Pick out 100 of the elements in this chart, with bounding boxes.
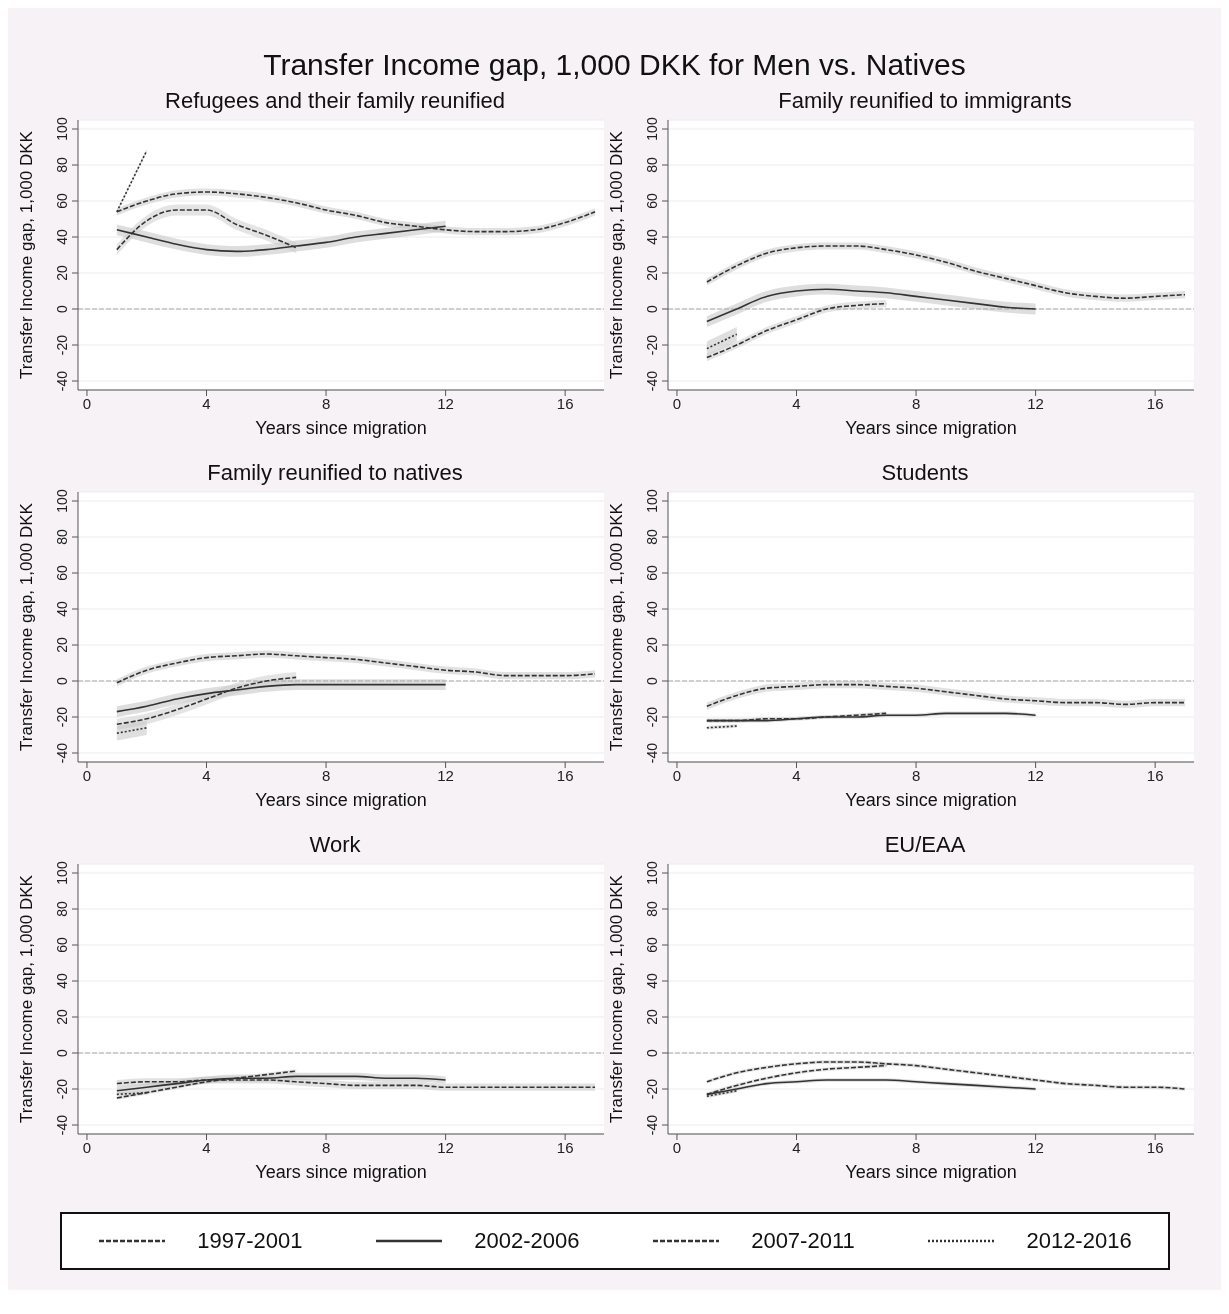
y-axis-title: Transfer Income gap, 1,000 DKK — [607, 502, 627, 751]
x-tick-label: 8 — [321, 766, 331, 784]
x-tick-label: 16 — [1146, 394, 1164, 412]
legend-label: 2007-2011 — [751, 1228, 855, 1254]
y-axis-title: Transfer Income gap, 1,000 DKK — [17, 874, 37, 1123]
y-axis-title: Transfer Income gap, 1,000 DKK — [607, 130, 627, 379]
x-tick-label: 16 — [556, 1138, 574, 1156]
y-tick-label: -40 — [644, 370, 660, 392]
y-tick-label: 0 — [54, 304, 70, 313]
chart-title: Students — [881, 460, 969, 486]
y-tick-label: 60 — [54, 937, 70, 953]
y-tick-label: 100 — [644, 117, 660, 141]
y-tick-label: 20 — [644, 637, 660, 653]
x-tick-label: 0 — [672, 394, 682, 412]
y-tick-label: 60 — [644, 193, 660, 209]
x-axis-title: Years since migration — [255, 790, 427, 810]
y-tick-label: 60 — [644, 937, 660, 953]
x-tick-label: 4 — [792, 766, 801, 784]
x-tick-label: 12 — [437, 766, 454, 784]
y-tick-label: 0 — [644, 1048, 660, 1057]
y-tick-label: 80 — [54, 901, 70, 917]
y-tick-label: 0 — [54, 1048, 70, 1057]
x-tick-label: 8 — [911, 1138, 921, 1156]
y-tick-label: 60 — [54, 565, 70, 581]
y-tick-label: 40 — [54, 229, 70, 245]
y-tick-label: -20 — [54, 706, 70, 728]
y-tick-label: -20 — [644, 706, 660, 728]
x-tick-label: 16 — [556, 766, 574, 784]
x-tick-label: 0 — [82, 766, 92, 784]
x-tick-label: 16 — [1146, 766, 1164, 784]
y-tick-label: 100 — [54, 861, 70, 885]
y-tick-label: 100 — [54, 489, 70, 513]
x-tick-label: 8 — [321, 1138, 331, 1156]
y-tick-label: 40 — [644, 601, 660, 617]
y-tick-label: 0 — [54, 676, 70, 685]
y-axis-title: Transfer Income gap, 1,000 DKK — [17, 502, 37, 751]
x-tick-label: 12 — [1027, 1138, 1044, 1156]
legend-label: 1997-2001 — [197, 1228, 303, 1254]
legend-label: 2012-2016 — [1026, 1228, 1132, 1254]
x-tick-label: 12 — [437, 1138, 454, 1156]
y-tick-label: 80 — [54, 529, 70, 545]
y-tick-label: 40 — [54, 601, 70, 617]
x-tick-label: 16 — [1146, 1138, 1164, 1156]
y-tick-label: -40 — [54, 370, 70, 392]
chart-title: Family reunified to immigrants — [778, 88, 1072, 114]
y-axis-title: Transfer Income gap, 1,000 DKK — [17, 130, 37, 379]
x-tick-label: 0 — [82, 1138, 92, 1156]
y-tick-label: 80 — [644, 901, 660, 917]
x-tick-label: 4 — [202, 766, 211, 784]
x-axis-title: Years since migration — [845, 790, 1017, 810]
y-tick-label: 80 — [644, 529, 660, 545]
x-tick-label: 4 — [792, 1138, 801, 1156]
y-tick-label: 60 — [54, 193, 70, 209]
y-tick-label: 0 — [644, 676, 660, 685]
y-tick-label: -20 — [644, 1078, 660, 1100]
x-axis-title: Years since migration — [845, 1162, 1017, 1182]
chart-title: Work — [309, 832, 361, 858]
y-tick-label: 20 — [54, 265, 70, 281]
chart-title: Family reunified to natives — [207, 460, 463, 486]
x-tick-label: 12 — [1027, 766, 1044, 784]
chart-title: Refugees and their family reunified — [165, 88, 505, 114]
y-tick-label: 40 — [54, 973, 70, 989]
y-tick-label: 100 — [644, 861, 660, 885]
y-tick-label: 20 — [644, 1009, 660, 1025]
y-tick-label: 20 — [54, 1009, 70, 1025]
x-axis-title: Years since migration — [845, 418, 1017, 438]
y-tick-label: 20 — [644, 265, 660, 281]
y-tick-label: 40 — [644, 973, 660, 989]
x-tick-label: 4 — [792, 394, 801, 412]
y-tick-label: -20 — [54, 1078, 70, 1100]
y-tick-label: 80 — [54, 157, 70, 173]
y-axis-title: Transfer Income gap, 1,000 DKK — [607, 874, 627, 1123]
x-tick-label: 8 — [911, 394, 921, 412]
x-tick-label: 8 — [911, 766, 921, 784]
text: Transfer Income gap, 1,000 DKK for Men vs. Natives — [262, 47, 967, 83]
x-tick-label: 4 — [202, 394, 211, 412]
y-tick-label: -40 — [54, 1114, 70, 1136]
x-tick-label: 16 — [556, 394, 574, 412]
x-tick-label: 0 — [672, 766, 682, 784]
chart-title: EU/EAA — [884, 832, 966, 858]
y-tick-label: -40 — [54, 742, 70, 764]
y-tick-label: 60 — [644, 565, 660, 581]
y-tick-label: -20 — [644, 334, 660, 356]
x-tick-label: 0 — [82, 394, 92, 412]
y-tick-label: 20 — [54, 637, 70, 653]
y-tick-label: 100 — [54, 117, 70, 141]
x-tick-label: 12 — [1027, 394, 1044, 412]
x-tick-label: 8 — [321, 394, 331, 412]
x-axis-title: Years since migration — [255, 418, 427, 438]
x-tick-label: 4 — [202, 1138, 211, 1156]
y-tick-label: 0 — [644, 304, 660, 313]
y-tick-label: 80 — [644, 157, 660, 173]
x-tick-label: 12 — [437, 394, 454, 412]
x-axis-title: Years since migration — [255, 1162, 427, 1182]
y-tick-label: -40 — [644, 742, 660, 764]
y-tick-label: -20 — [54, 334, 70, 356]
y-tick-label: 100 — [644, 489, 660, 513]
legend-label: 2002-2006 — [474, 1228, 580, 1254]
x-tick-label: 0 — [672, 1138, 682, 1156]
y-tick-label: 40 — [644, 229, 660, 245]
